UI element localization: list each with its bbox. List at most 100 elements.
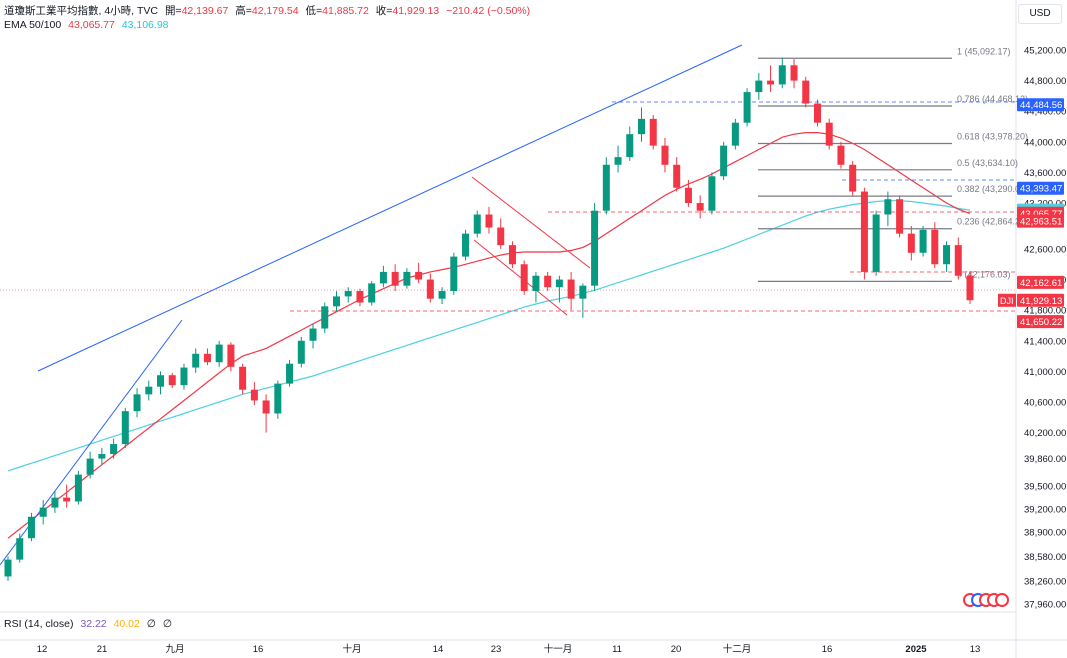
price-tag-label: 41,650.22 [1020,317,1062,328]
candle-body [16,538,24,560]
candle-body [696,203,704,211]
time-tick-label: 16 [253,644,264,655]
candle-body [919,229,927,253]
time-tick-label: 九月 [165,643,184,655]
time-tick-label: 十一月 [544,643,573,655]
candle-body [860,191,868,272]
candle-body [203,353,211,363]
candle-body [250,389,258,401]
candle-body [661,145,669,165]
time-tick-label: 16 [822,644,833,655]
candle-body [614,157,622,165]
candle-body [121,411,129,445]
candle-body [262,400,270,414]
candle-body [192,353,200,368]
candle-body [649,118,657,146]
close-label: 收= [375,5,393,17]
event-marker-icon [995,593,1009,607]
candle-body [837,145,845,165]
price-tick-label: 43,600.00 [1024,168,1066,179]
rsi-ma-value: 40.02 [113,618,140,630]
ema100-line [7,200,971,472]
candle-body [896,199,904,234]
candle-body [286,363,294,384]
candle-body [778,65,786,85]
price-tick-label: 39,500.00 [1024,482,1066,493]
ema-legend: EMA 50/100 43,065.77 43,106.98 [4,19,173,32]
price-tick-label: 38,900.00 [1024,528,1066,539]
price-tag [1017,98,1064,112]
candle-body [309,328,317,341]
low-label: 低= [305,5,323,17]
symbol-description: 道瓊斯工業平均指數, 4小時, TVC [4,5,159,17]
channel-lower-line [473,239,568,316]
candle-body [27,516,35,539]
candle-body [180,367,188,386]
close-value: 41,929.13 [392,5,440,17]
candle-body [98,454,106,459]
candle-body [872,214,880,272]
rsi-legend: RSI (14, close) 32.22 40.02 ∅ ∅ [4,618,176,630]
candle-body [532,275,540,292]
candle-body [626,134,634,158]
rsi-value: 32.22 [80,618,107,630]
candle-body [239,366,247,390]
ema-lines [7,132,971,539]
ema50-value: 43,065.77 [68,19,115,31]
candle-body [145,386,153,395]
candle-body [567,279,575,299]
time-tick-label: 十月 [342,643,361,655]
candle-body [415,271,423,280]
candle-body [943,245,951,265]
candle-body [227,344,235,367]
price-tag [1017,214,1064,228]
channel-upper-line [471,176,591,269]
fib-level-label: 0.5 (43,634.10) [957,158,1018,168]
fibonacci-retracement[interactable]: 1 (45,092.17) 0.786 (44,468.12) 0.618 (43,… [758,46,1028,282]
time-tick-label: 14 [433,644,444,655]
time-tick-label: 13 [970,644,981,655]
time-axis[interactable]: 12 21 九月 16 十月 14 23 十一月 11 20 十二月 16 2025 13 [37,643,981,655]
candle-body [767,80,775,85]
ema50-line [7,132,971,539]
candle-body [755,80,763,93]
price-tick-label: 41,000.00 [1024,367,1066,378]
candle-body [520,264,528,292]
fib-level-label: 1 (45,092.17) [957,46,1011,56]
candle-body [368,283,376,303]
candle-body [954,245,962,276]
candle-body [110,444,118,455]
candle-body [274,383,282,414]
candle-body [426,279,434,299]
candle-body [673,164,681,188]
candle-body [802,80,810,104]
currency-button[interactable]: USD [1018,4,1062,24]
price-tick-label: 38,580.00 [1024,552,1066,563]
candle-body [602,164,610,211]
rsi-empty-2: ∅ [162,618,173,630]
candle-body [450,256,458,292]
drawings [0,44,1016,566]
price-tag-label: 42,162.61 [1020,278,1062,289]
candle-body [379,271,387,284]
candles [4,57,974,582]
price-axis[interactable]: 45,200.00 44,800.00 44,400.00 44,000.00 43,6… [963,46,1066,611]
ema-label: EMA 50/100 [4,19,62,31]
fib-level-label: 0.786 (44,468.12) [957,94,1028,104]
price-tag-label: 42,963.51 [1020,217,1062,228]
candle-body [720,145,728,177]
candle-body [356,291,364,303]
ema100-value: 43,106.98 [121,19,169,31]
ohlc-legend: 道瓊斯工業平均指數, 4小時, TVC 開=42,139.67 高=42,179… [4,5,534,18]
rsi-empty-1: ∅ [146,618,156,630]
price-tick-label: 44,000.00 [1024,137,1066,148]
candle-body [743,92,751,123]
candle-body [555,279,563,288]
symbol-tag [998,293,1016,307]
candle-body [344,291,352,297]
candle-body [462,233,470,257]
candle-body [473,214,481,234]
candle-body [297,340,305,364]
